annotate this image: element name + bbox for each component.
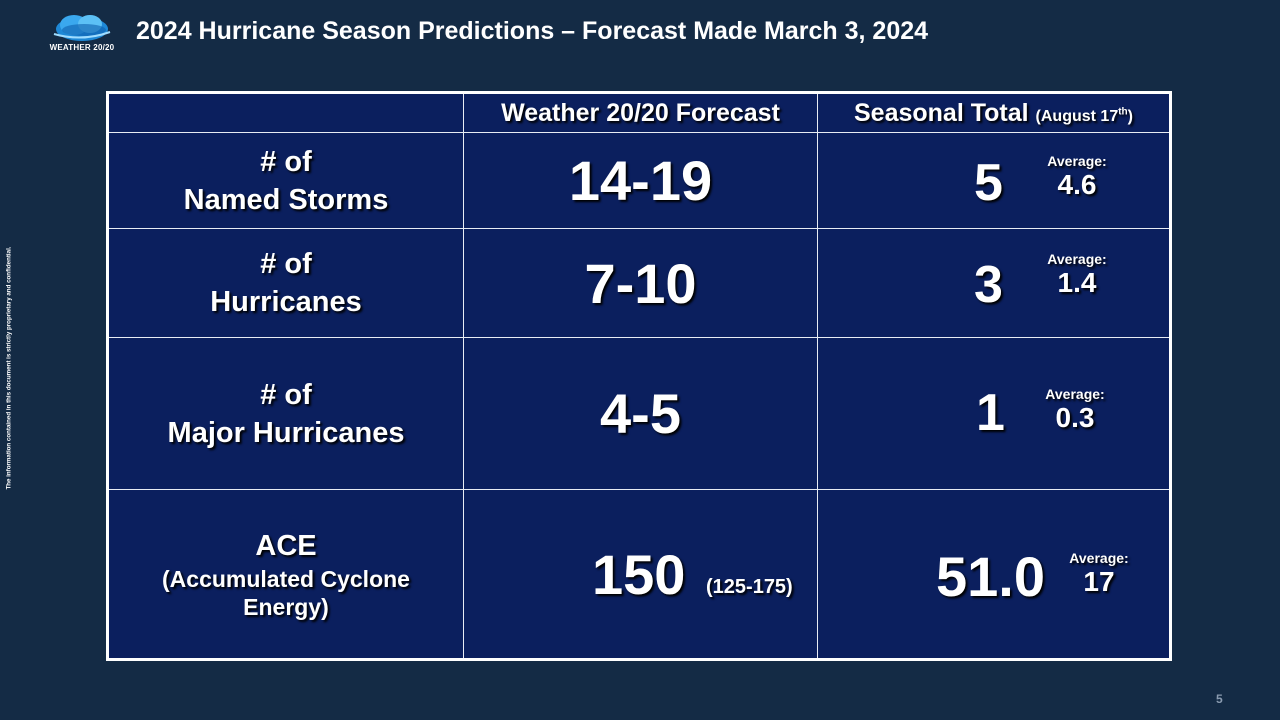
row-label-line1: ACE [255, 530, 317, 562]
table-row: ACE (Accumulated Cyclone Energy) 150 (12… [107, 489, 1171, 660]
row-label-line1: # of [260, 145, 312, 178]
row-label-ace: ACE (Accumulated Cyclone Energy) [107, 489, 464, 660]
average-label: Average: [1047, 153, 1107, 169]
average-value: 1.4 [1057, 267, 1097, 298]
confidential-note: The information contained in this docume… [4, 212, 14, 524]
seasonal-ace-cell: 51.0 Average: 17 [817, 489, 1171, 660]
average-named-storms: Average: 4.6 [1042, 153, 1112, 201]
confidential-note-text: The information contained in this docume… [5, 246, 13, 490]
hurricane-predictions-table: Weather 20/20 Forecast Seasonal Total (A… [106, 91, 1172, 661]
row-label-hurricanes: # of Hurricanes [107, 228, 464, 338]
table-header-row: Weather 20/20 Forecast Seasonal Total (A… [107, 92, 1171, 133]
header-seasonal-note: (August 17th) [1035, 106, 1133, 125]
row-label-line2: Named Storms [183, 183, 389, 216]
header-forecast-label: Weather 20/20 Forecast [501, 98, 780, 127]
cloud-logo-icon [53, 15, 111, 41]
average-hurricanes: Average: 1.4 [1042, 251, 1112, 299]
row-label-named-storms: # of Named Storms [107, 132, 464, 229]
row-label-major-hurricanes: # of Major Hurricanes [107, 337, 464, 490]
average-value: 4.6 [1057, 169, 1097, 200]
row-label-line3: Energy) [243, 594, 329, 620]
seasonal-ace: 51.0 [936, 545, 1045, 608]
row-label-line2: (Accumulated Cyclone [162, 566, 410, 592]
average-label: Average: [1045, 386, 1105, 402]
row-label-line2: Major Hurricanes [167, 416, 405, 449]
header-seasonal-note-end: ) [1127, 107, 1133, 125]
table-row: # of Major Hurricanes 4-5 1 Average: 0.3 [107, 337, 1171, 490]
average-value: 0.3 [1055, 402, 1095, 433]
forecast-ace: 150 [592, 543, 686, 606]
forecast-ace-range: (125-175) [706, 576, 793, 598]
table-row: # of Named Storms 14-19 5 Average: 4.6 [107, 132, 1171, 229]
header-forecast: Weather 20/20 Forecast [463, 92, 818, 133]
seasonal-hurricanes: 3 [974, 256, 1003, 314]
average-ace: Average: 17 [1064, 550, 1134, 598]
seasonal-named-storms: 5 [974, 154, 1003, 212]
page-title: 2024 Hurricane Season Predictions – Fore… [136, 17, 929, 45]
average-label: Average: [1047, 251, 1107, 267]
row-label-line1: # of [260, 378, 312, 411]
row-label-line2: Hurricanes [210, 286, 362, 318]
table-row: # of Hurricanes 7-10 3 Average: 1.4 [107, 228, 1171, 338]
logo-text: WEATHER 20/20 [49, 43, 115, 52]
header-seasonal-label: Seasonal Total [854, 98, 1029, 127]
weather-2020-logo: WEATHER 20/20 [44, 12, 120, 56]
average-value: 17 [1083, 566, 1115, 597]
header-seasonal: Seasonal Total (August 17th) [817, 92, 1171, 133]
row-label-line1: # of [260, 248, 312, 280]
page-number: 5 [1216, 692, 1223, 706]
forecast-major-hurricanes: 4-5 [463, 337, 818, 490]
header-seasonal-note-sup: th [1118, 106, 1128, 118]
seasonal-named-storms-cell: 5 Average: 4.6 [817, 132, 1171, 229]
forecast-hurricanes: 7-10 [463, 228, 818, 338]
seasonal-major-hurricanes: 1 [976, 384, 1005, 442]
average-major-hurricanes: Average: 0.3 [1040, 386, 1110, 434]
header-seasonal-note-text: (August 17 [1035, 107, 1119, 125]
seasonal-major-hurricanes-cell: 1 Average: 0.3 [817, 337, 1171, 490]
forecast-named-storms: 14-19 [463, 132, 818, 229]
seasonal-hurricanes-cell: 3 Average: 1.4 [817, 228, 1171, 338]
header-empty-cell [107, 92, 464, 133]
forecast-ace-cell: 150 (125-175) [463, 489, 818, 660]
average-label: Average: [1069, 550, 1129, 566]
